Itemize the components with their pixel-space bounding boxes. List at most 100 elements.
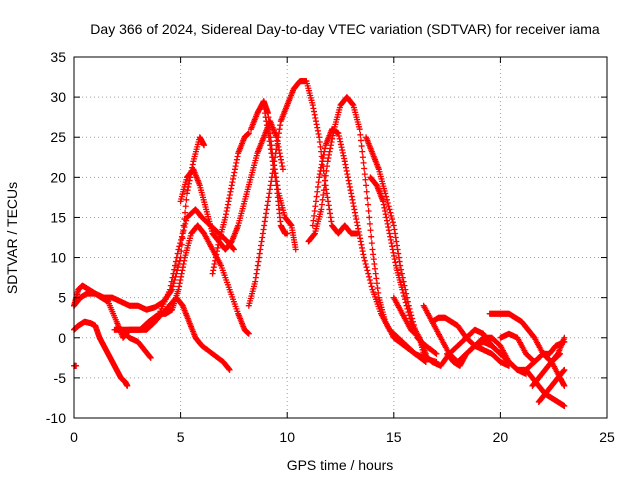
data-point [389, 219, 396, 226]
data-point [181, 224, 188, 231]
series-sat-e [117, 326, 154, 361]
x-tick-labels: 0 5 10 15 20 25 [70, 429, 615, 445]
y-tick-label: 5 [58, 290, 66, 306]
data-point [169, 274, 176, 281]
data-point [407, 315, 414, 322]
y-tick-label: 0 [58, 330, 66, 346]
series-sat-y [529, 334, 568, 389]
data-point [401, 293, 408, 300]
data-point [361, 165, 368, 172]
data-point [399, 286, 406, 293]
data-point [168, 278, 175, 285]
data-point [176, 243, 183, 250]
data-point [357, 131, 364, 138]
data-point [365, 208, 372, 215]
data-point [415, 333, 422, 340]
data-point [180, 227, 187, 234]
data-point [367, 227, 374, 234]
series-sat-x [522, 366, 568, 409]
data-point [402, 299, 409, 306]
data-point [368, 240, 375, 247]
data-point [284, 230, 291, 237]
series-sat-f [156, 222, 252, 337]
y-tick-label: 25 [50, 129, 66, 145]
data-point [365, 201, 372, 208]
x-tick-label: 5 [177, 429, 185, 445]
data-point [172, 258, 179, 265]
y-axis-label: SDTVAR / TECUs [4, 182, 20, 294]
data-point [363, 182, 370, 189]
data-point [245, 130, 252, 137]
data-point [366, 220, 373, 227]
data-point [361, 171, 368, 178]
data-point [432, 350, 439, 357]
data-point [398, 270, 405, 277]
series-sat-d [111, 206, 237, 333]
series-sat-u [444, 334, 529, 377]
data-point [175, 246, 182, 253]
data-point [178, 236, 185, 243]
x-tick-label: 15 [386, 429, 402, 445]
data-point [389, 216, 396, 223]
x-tick-label: 0 [70, 429, 78, 445]
data-point [182, 220, 189, 227]
data-point [362, 260, 369, 267]
series-sat-c [71, 318, 131, 389]
series-sat-j [247, 98, 299, 253]
axis-ticks [73, 56, 608, 419]
data-point [179, 230, 186, 237]
data-point [366, 277, 373, 284]
data-point [386, 206, 393, 213]
series-sat-q [390, 294, 429, 365]
data-point [365, 270, 372, 277]
data-point [403, 302, 410, 309]
data-point [201, 142, 208, 149]
data-point [368, 283, 375, 290]
data-point [172, 262, 179, 269]
grid [74, 57, 607, 418]
data-point [384, 200, 391, 207]
data-point [174, 267, 181, 274]
y-tick-label: 35 [50, 49, 66, 65]
data-point [364, 267, 371, 274]
data-point [356, 126, 363, 133]
series-sat-k [260, 102, 291, 237]
data-points [71, 78, 568, 409]
series-sat-h [209, 130, 252, 277]
y-tick-label: 15 [50, 209, 66, 225]
series-sat-aa [540, 338, 568, 357]
data-point [279, 166, 286, 173]
data-point [178, 233, 185, 240]
data-point [358, 143, 365, 150]
data-point [401, 296, 408, 303]
data-point [433, 350, 440, 357]
data-point [167, 282, 174, 289]
data-point [561, 382, 568, 389]
series-sat-p [367, 174, 429, 357]
data-point [226, 366, 233, 373]
data-point [230, 246, 237, 253]
data-point [357, 137, 364, 144]
data-point [177, 240, 184, 247]
data-point [362, 176, 369, 183]
data-point [359, 148, 366, 155]
data-point [404, 305, 411, 312]
data-point [171, 266, 178, 273]
series-sat-bb [71, 362, 80, 369]
data-point [561, 338, 568, 345]
data-point [173, 254, 180, 261]
series-sat-o [363, 134, 440, 357]
chart-title: Day 366 of 2024, Sidereal Day-to-day VTE… [90, 21, 600, 37]
x-axis-label: GPS time / hours [287, 457, 394, 473]
data-point [382, 190, 389, 197]
data-point [166, 286, 173, 293]
data-point [561, 366, 568, 373]
data-point [422, 358, 429, 365]
data-point [561, 402, 568, 409]
x-tick-label: 25 [599, 429, 615, 445]
data-point [364, 195, 371, 202]
data-point [387, 209, 394, 216]
data-point [245, 330, 252, 337]
data-point [361, 257, 368, 264]
